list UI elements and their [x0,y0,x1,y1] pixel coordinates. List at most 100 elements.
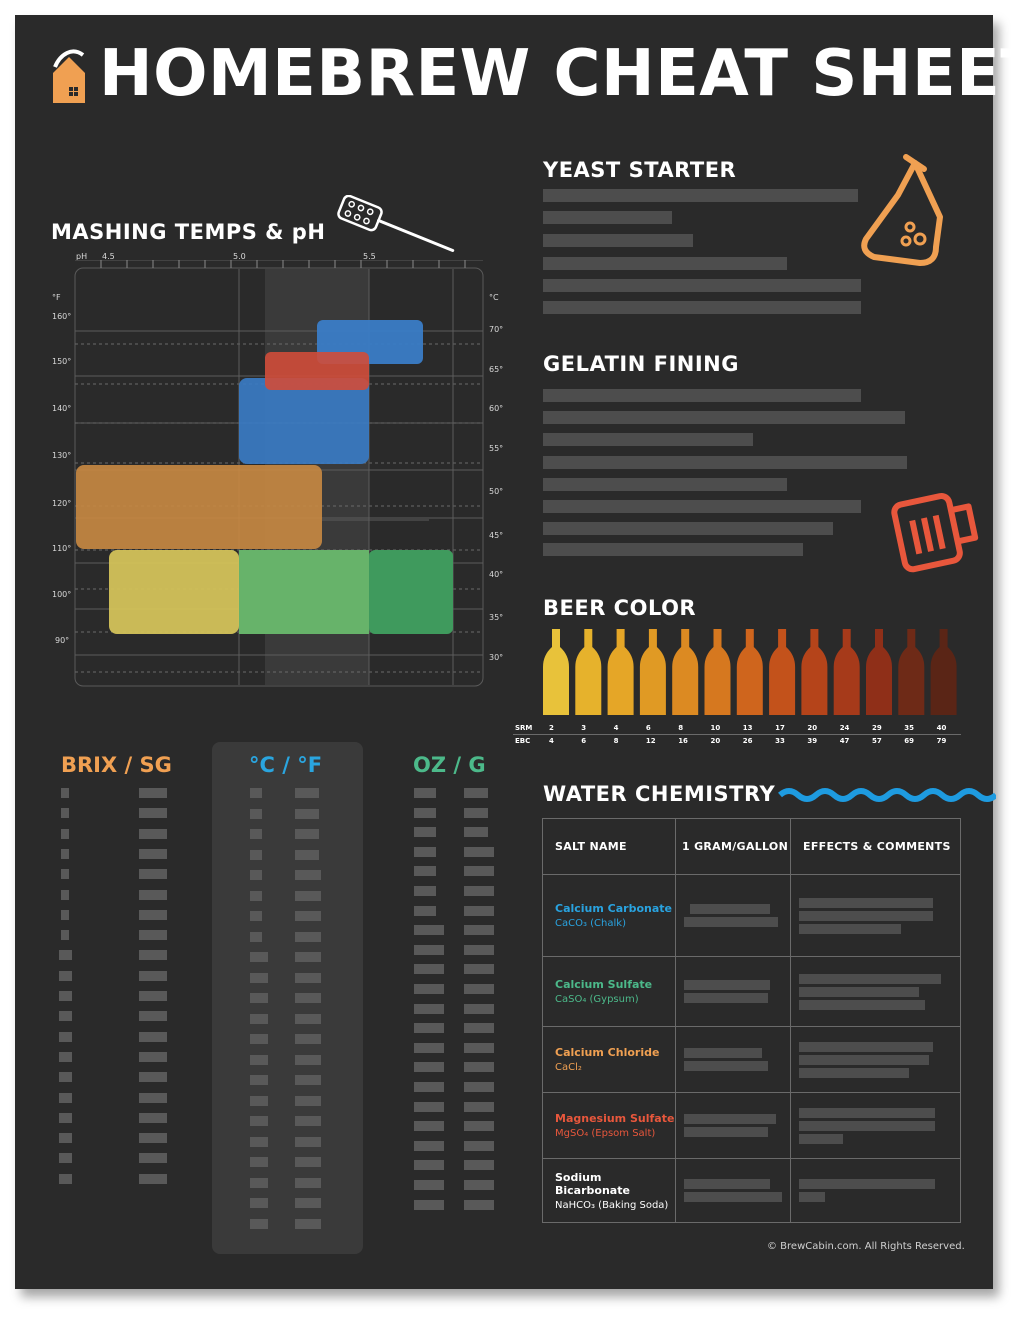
col-header-gram-gallon: 1 GRAM/GALLON [675,818,791,875]
c-f-title: °C / °F [249,753,323,777]
ebc-value: 12 [645,737,656,745]
text-placeholder [414,886,436,896]
f-tick: 150° [52,357,72,366]
text-placeholder [464,1023,494,1034]
text-placeholder [414,905,436,916]
text-placeholder [464,807,488,818]
col-header-salt-name: SALT NAME [542,818,676,875]
text-placeholder [414,866,436,877]
text-placeholder [799,1067,909,1078]
beer-bottle [769,629,796,715]
water-chemistry-table: SALT NAME 1 GRAM/GALLON EFFECTS & COMMEN… [542,818,961,1223]
f-tick: 120° [52,499,72,508]
ebc-value: 57 [872,737,882,745]
text-placeholder [139,1072,167,1083]
flask-icon [861,154,943,266]
beer-bottles [543,629,957,715]
ebc-value: 16 [678,737,688,745]
text-placeholder [684,1048,762,1058]
text-placeholder [59,1051,72,1062]
f-tick: 130° [52,451,72,460]
text-placeholder [61,788,69,798]
text-placeholder [61,889,69,900]
text-placeholder [684,917,778,927]
text-placeholder [295,788,319,798]
text-placeholder [295,1198,321,1208]
salt-name: Calcium Carbonate [555,902,673,915]
text-placeholder [139,808,167,819]
mashing-title: MASHING TEMPS & pH [51,220,326,244]
text-placeholder [543,456,907,469]
beer-bottle [704,629,731,715]
text-placeholder [139,970,167,981]
text-placeholder [543,279,861,292]
col-header-effects: EFFECTS & COMMENTS [790,818,961,875]
text-placeholder [59,1072,72,1083]
text-placeholder [684,1127,768,1137]
text-placeholder [464,1140,494,1151]
text-placeholder [61,930,69,941]
text-placeholder [414,944,444,955]
text-placeholder [799,1120,935,1131]
ebc-value: 39 [807,737,818,745]
text-placeholder [464,1062,494,1073]
text-placeholder [250,952,268,962]
text-placeholder [295,808,319,819]
text-placeholder [295,1034,321,1044]
text-placeholder [139,1173,167,1184]
salt-name: Sodium Bicarbonate [555,1170,630,1197]
ebc-value: 47 [839,737,850,745]
text-placeholder [295,952,321,962]
text-placeholder [61,828,69,839]
salt-formula: CaCl₂ [555,1062,582,1073]
text-placeholder [59,1133,72,1144]
text-placeholder [684,1192,782,1202]
text-placeholder [543,522,833,535]
srm-value: 29 [872,724,882,732]
text-placeholder [464,905,494,916]
text-placeholder [139,1112,167,1123]
text-placeholder [61,869,69,880]
text-placeholder [414,846,436,857]
text-placeholder [543,478,787,491]
text-placeholder [139,909,167,920]
text-placeholder [250,1177,268,1188]
text-placeholder [295,1157,321,1167]
text-placeholder [250,829,262,839]
text-placeholder [684,1114,776,1124]
ebc-value: 26 [742,737,753,745]
table-row: Sodium Bicarbonate NaHCO₃ (Baking Soda) [542,1158,961,1223]
text-placeholder [139,950,167,961]
text-placeholder [295,1075,321,1085]
c-tick: 65° [489,365,504,374]
text-placeholder [295,1177,321,1188]
text-placeholder [464,1003,494,1014]
text-placeholder [295,972,321,983]
text-placeholder [684,980,770,990]
text-placeholder [139,869,167,880]
beer-bottle [672,629,699,715]
f-tick: 140° [52,404,72,413]
text-placeholder [250,1157,268,1167]
text-placeholder [464,1082,494,1092]
text-placeholder [59,1011,72,1022]
ebc-label: EBC [515,737,531,745]
text-placeholder [250,890,262,901]
text-placeholder [139,1011,167,1022]
table-row: Calcium Sulfate CaSO₄ (Gypsum) [542,956,961,1027]
text-placeholder [250,870,262,880]
text-placeholder [464,1180,494,1190]
beer-bottle [833,629,860,715]
text-placeholder [799,1133,843,1144]
beer-bottle [543,629,569,715]
text-placeholder [139,930,167,941]
ebc-value: 8 [613,737,619,745]
srm-value: 8 [678,724,684,732]
c-tick: 35° [489,613,504,622]
text-placeholder [414,1121,444,1132]
text-placeholder [799,986,919,997]
text-placeholder [61,909,69,920]
text-placeholder [295,993,321,1003]
ebc-value: 33 [775,737,785,745]
text-placeholder [799,1107,935,1118]
